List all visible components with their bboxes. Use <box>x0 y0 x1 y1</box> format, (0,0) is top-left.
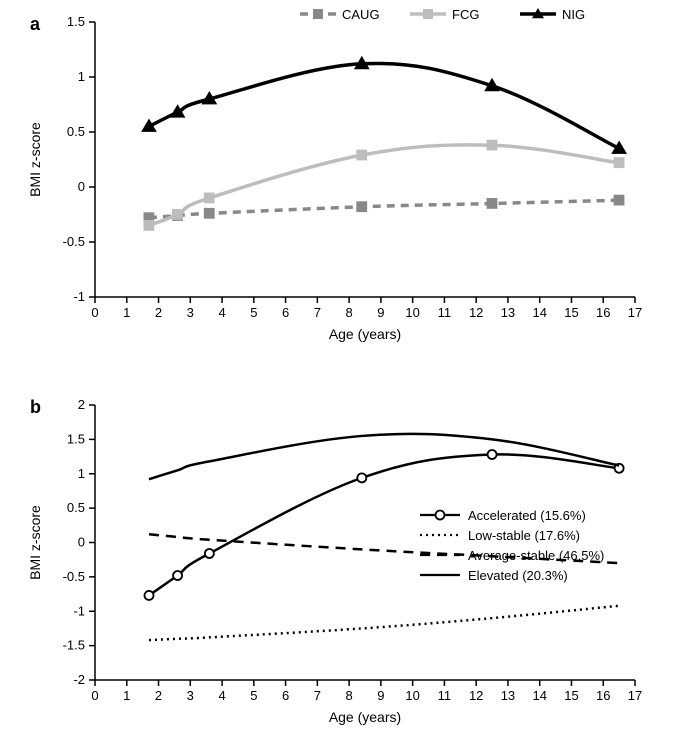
svg-text:Average-stable (46.5%): Average-stable (46.5%) <box>468 548 604 563</box>
svg-text:2: 2 <box>155 688 162 703</box>
svg-text:4: 4 <box>218 688 225 703</box>
svg-text:5: 5 <box>250 688 257 703</box>
svg-text:12: 12 <box>469 688 483 703</box>
svg-text:-1.5: -1.5 <box>63 638 85 653</box>
svg-text:11: 11 <box>438 688 452 703</box>
svg-text:Age (years): Age (years) <box>329 709 401 725</box>
svg-text:8: 8 <box>346 688 353 703</box>
svg-text:Elevated (20.3%): Elevated (20.3%) <box>468 568 568 583</box>
svg-text:1: 1 <box>123 688 130 703</box>
svg-text:2: 2 <box>78 397 85 412</box>
svg-text:14: 14 <box>532 688 546 703</box>
svg-text:Low-stable (17.6%): Low-stable (17.6%) <box>468 528 580 543</box>
figure-root: a -1-0.500.511.5012345678910111213141516… <box>0 0 685 734</box>
svg-text:Accelerated (15.6%): Accelerated (15.6%) <box>468 508 586 523</box>
svg-text:BMI z-score: BMI z-score <box>27 505 43 580</box>
chart-b: -2-1.5-1-0.500.511.520123456789101112131… <box>0 0 685 734</box>
svg-text:7: 7 <box>314 688 321 703</box>
svg-text:1.5: 1.5 <box>67 431 85 446</box>
svg-text:16: 16 <box>596 688 610 703</box>
svg-text:0: 0 <box>91 688 98 703</box>
svg-text:6: 6 <box>282 688 289 703</box>
svg-text:3: 3 <box>187 688 194 703</box>
svg-text:15: 15 <box>564 688 578 703</box>
svg-text:-0.5: -0.5 <box>63 569 85 584</box>
svg-text:0: 0 <box>78 535 85 550</box>
svg-text:9: 9 <box>377 688 384 703</box>
svg-text:0.5: 0.5 <box>67 500 85 515</box>
svg-text:13: 13 <box>501 688 515 703</box>
svg-text:1: 1 <box>78 466 85 481</box>
svg-text:-1: -1 <box>73 603 85 618</box>
svg-text:17: 17 <box>628 688 642 703</box>
svg-text:10: 10 <box>405 688 419 703</box>
svg-text:-2: -2 <box>73 672 85 687</box>
